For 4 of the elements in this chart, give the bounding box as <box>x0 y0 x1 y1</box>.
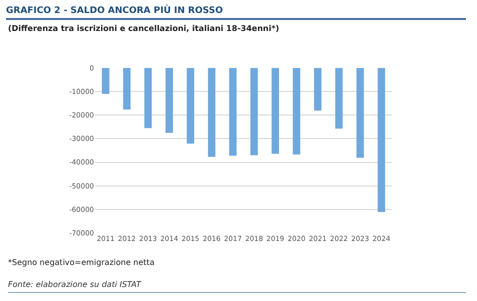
source-note: Fonte: elaborazione su dati ISTAT <box>8 280 466 293</box>
chart-subtitle: (Differenza tra iscrizioni e cancellazioni, italiani 18-34enni*) <box>8 24 280 33</box>
chart-title: GRAFICO 2 - SALDO ANCORA PIÙ IN ROSSO <box>6 6 466 20</box>
text: *Segno negativo=emigrazione netta <box>8 258 154 267</box>
